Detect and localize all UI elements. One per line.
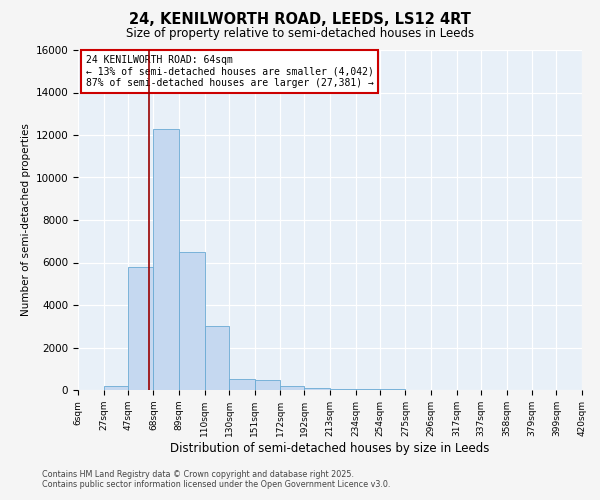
Text: Size of property relative to semi-detached houses in Leeds: Size of property relative to semi-detach… [126,28,474,40]
X-axis label: Distribution of semi-detached houses by size in Leeds: Distribution of semi-detached houses by … [170,442,490,454]
Bar [304,388,330,390]
Y-axis label: Number of semi-detached properties: Number of semi-detached properties [22,124,31,316]
Bar [254,380,280,390]
Bar [280,386,304,390]
Bar [154,128,179,390]
Bar [229,380,254,390]
Bar [330,388,356,390]
Bar [205,326,229,390]
Bar [104,386,128,390]
Bar [128,267,154,390]
Bar [179,252,205,390]
Text: 24, KENILWORTH ROAD, LEEDS, LS12 4RT: 24, KENILWORTH ROAD, LEEDS, LS12 4RT [129,12,471,28]
Text: 24 KENILWORTH ROAD: 64sqm
← 13% of semi-detached houses are smaller (4,042)
87% : 24 KENILWORTH ROAD: 64sqm ← 13% of semi-… [86,55,373,88]
Text: Contains HM Land Registry data © Crown copyright and database right 2025.
Contai: Contains HM Land Registry data © Crown c… [42,470,391,489]
